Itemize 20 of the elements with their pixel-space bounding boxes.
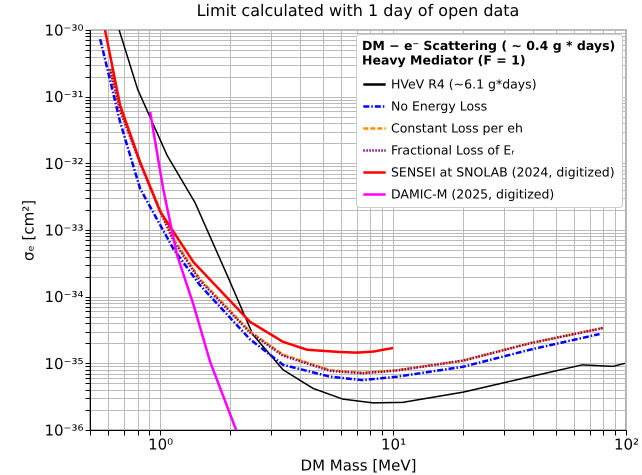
- legend-label: DAMIC-M (2025, digitized): [391, 186, 554, 202]
- x-tick-label: 10²: [614, 436, 640, 454]
- legend-label: Fractional Loss of Eᵣ: [391, 142, 516, 158]
- y-tick-label: 10⁻³²: [44, 154, 84, 173]
- chart-title: Limit calculated with 1 day of open data: [196, 1, 520, 20]
- y-tick-label: 10⁻³¹: [44, 88, 84, 106]
- y-tick-label: 10⁻³⁵: [44, 354, 84, 373]
- x-axis-title: DM Mass [MeV]: [300, 456, 416, 474]
- legend-title: DM − e⁻ Scattering ( ~ 0.4 g * days) Heavy Mediator (F = 1): [362, 38, 616, 68]
- legend-label: No Energy Loss: [391, 98, 488, 114]
- y-tick-label: 10⁻³⁶: [44, 422, 84, 440]
- x-tick-label: 10⁰: [148, 436, 174, 454]
- y-tick-label: 10⁻³³: [44, 222, 84, 240]
- y-tick-label: 10⁻³⁰: [44, 22, 84, 40]
- legend-label: HVeV R4 (~6.1 g*days): [391, 76, 537, 92]
- legend-label: Constant Loss per eh: [391, 120, 523, 136]
- y-tick-label: 10⁻³⁴: [44, 288, 84, 306]
- x-tick-label: 10¹: [381, 436, 406, 454]
- legend-label: SENSEI at SNOLAB (2024, digitized): [391, 164, 615, 180]
- y-axis-title: σₑ [cm²]: [19, 200, 38, 262]
